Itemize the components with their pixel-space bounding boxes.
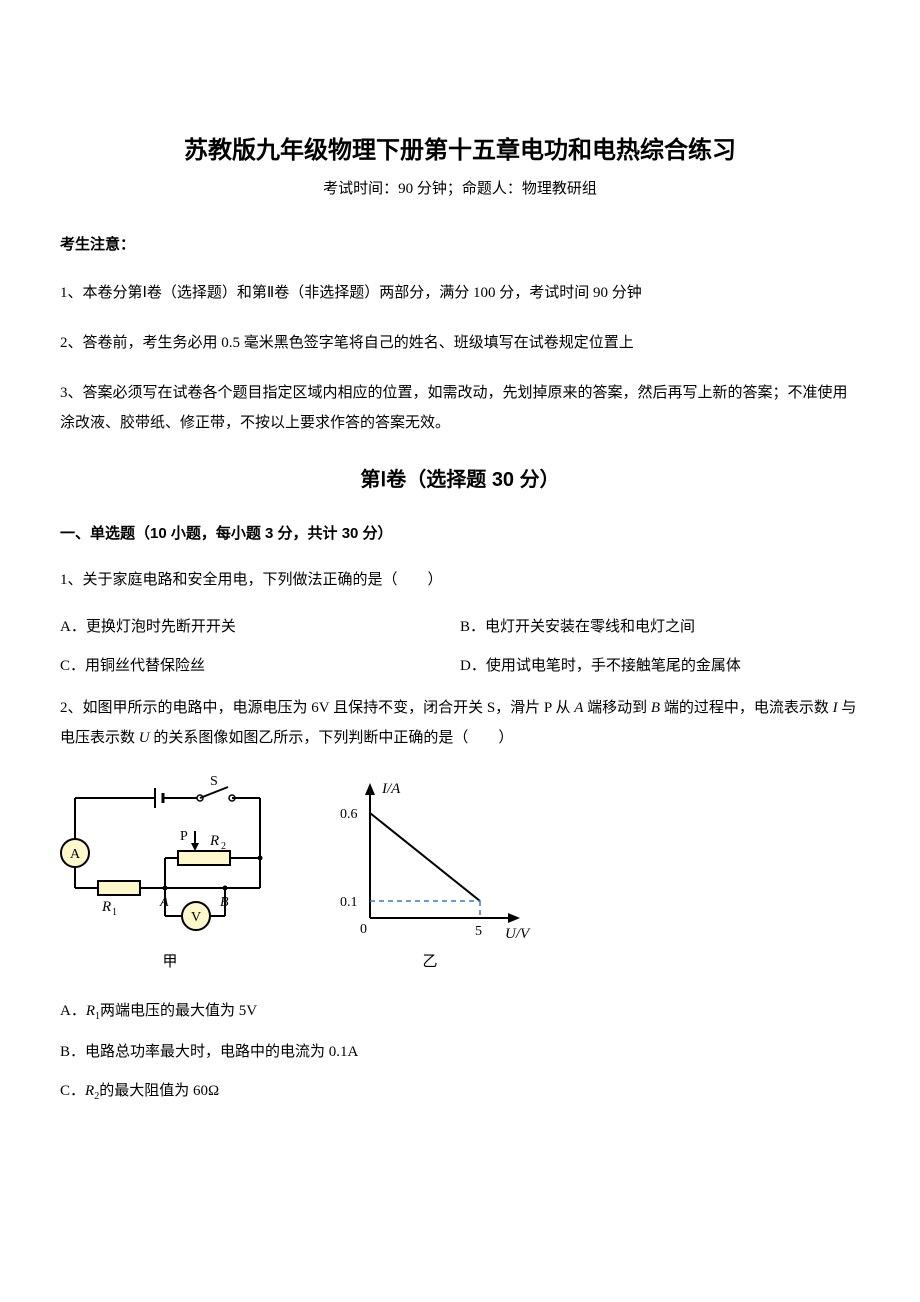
circuit-diagram: S A R 1 A — [60, 773, 280, 971]
y-tick-01: 0.1 — [340, 895, 358, 910]
q2-c-prefix: C． — [60, 1083, 85, 1099]
question-2-option-b: B．电路总功率最大时，电路中的电流为 0.1A — [60, 1040, 860, 1061]
graph-svg: I/A U/V 0 0.6 0.1 5 — [320, 773, 540, 948]
notice-item-3: 3、答案必须写在试卷各个题目指定区域内相应的位置，如需改动，先划掉原来的答案，然… — [60, 378, 860, 438]
q2-italic-b: B — [651, 700, 660, 716]
y-axis-label: I/A — [381, 781, 401, 797]
ammeter-label: A — [70, 847, 81, 862]
notice-item-1: 1、本卷分第Ⅰ卷（选择题）和第Ⅱ卷（非选择题）两部分，满分 100 分，考试时间… — [60, 278, 860, 308]
voltmeter-label: V — [191, 910, 201, 925]
part-heading: 一、单选题（10 小题，每小题 3 分，共计 30 分） — [60, 522, 860, 543]
graph-diagram: I/A U/V 0 0.6 0.1 5 乙 — [320, 773, 540, 971]
question-1-options-row-1: A．更换灯泡时先断开开关 B．电灯开关安装在零线和电灯之间 — [60, 615, 860, 636]
q2-c-suffix: 的最大阻值为 60Ω — [99, 1083, 219, 1099]
document-title: 苏教版九年级物理下册第十五章电功和电热综合练习 — [60, 130, 860, 165]
circuit-svg: S A R 1 A — [60, 773, 280, 948]
r1-label: R — [101, 899, 111, 915]
q2-text-3: 端的过程中，电流表示数 — [660, 700, 833, 716]
question-2-figures: S A R 1 A — [60, 773, 860, 971]
document-subtitle: 考试时间：90 分钟；命题人：物理教研组 — [60, 177, 860, 198]
q2-a-prefix: A． — [60, 1003, 86, 1019]
y-tick-06: 0.6 — [340, 807, 358, 822]
circuit-figure-label: 甲 — [60, 950, 280, 971]
question-1-option-a: A．更换灯泡时先断开开关 — [60, 615, 460, 636]
question-2-option-a: A．R1两端电压的最大值为 5V — [60, 999, 860, 1022]
question-2-stem: 2、如图甲所示的电路中，电源电压为 6V 且保持不变，闭合开关 S，滑片 P 从… — [60, 693, 860, 753]
r2-label: R — [209, 833, 219, 849]
q2-a-r: R — [86, 1003, 95, 1019]
q2-italic-u: U — [139, 730, 150, 746]
r1-sub: 1 — [112, 907, 117, 918]
question-2-option-c: C．R2的最大阻值为 60Ω — [60, 1079, 860, 1102]
q2-c-r: R — [85, 1083, 94, 1099]
notice-item-2: 2、答卷前，考生务必用 0.5 毫米黑色签字笔将自己的姓名、班级填写在试卷规定位… — [60, 328, 860, 358]
q2-text-1: 2、如图甲所示的电路中，电源电压为 6V 且保持不变，闭合开关 S，滑片 P 从 — [60, 700, 574, 716]
q2-text-5: 的关系图像如图乙所示，下列判断中正确的是（ ） — [150, 730, 514, 746]
q2-text-2: 端移动到 — [583, 700, 651, 716]
q2-italic-a: A — [574, 700, 583, 716]
q2-a-suffix: 两端电压的最大值为 5V — [100, 1003, 257, 1019]
switch-label: S — [210, 774, 218, 789]
r2-sub: 2 — [221, 841, 226, 852]
section-heading: 第Ⅰ卷（选择题 30 分） — [60, 463, 860, 492]
notice-heading: 考生注意： — [60, 233, 860, 254]
graph-figure-label: 乙 — [320, 950, 540, 971]
question-1-option-c: C．用铜丝代替保险丝 — [60, 654, 460, 675]
x-axis-label: U/V — [505, 926, 531, 942]
question-1-stem: 1、关于家庭电路和安全用电，下列做法正确的是（ ） — [60, 565, 860, 595]
p-label: P — [180, 829, 188, 844]
origin-label: 0 — [360, 922, 367, 937]
question-1-options-row-2: C．用铜丝代替保险丝 D．使用试电笔时，手不接触笔尾的金属体 — [60, 654, 860, 675]
question-1-option-d: D．使用试电笔时，手不接触笔尾的金属体 — [460, 654, 860, 675]
x-tick-5: 5 — [475, 924, 482, 939]
question-1-option-b: B．电灯开关安装在零线和电灯之间 — [460, 615, 860, 636]
